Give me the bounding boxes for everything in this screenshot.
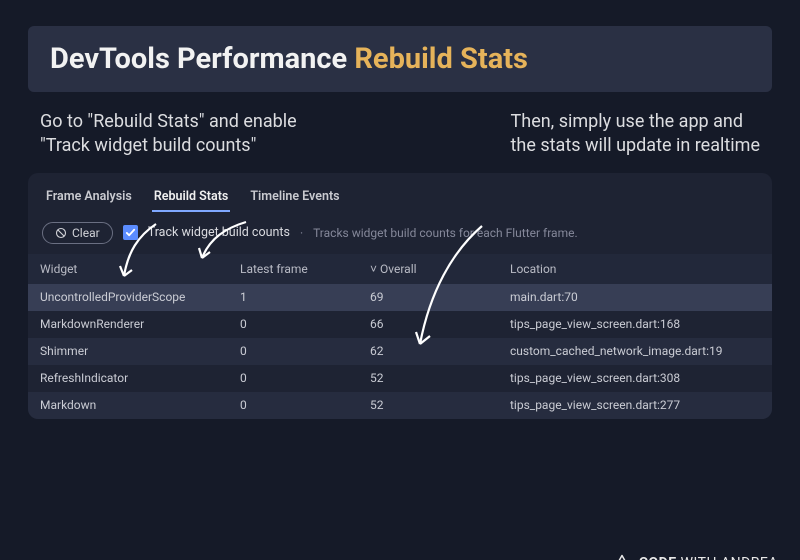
table-row[interactable]: MarkdownRenderer066tips_page_view_screen…	[28, 311, 772, 338]
col-latest-frame[interactable]: Latest frame	[228, 254, 358, 284]
col-location[interactable]: Location	[498, 254, 772, 284]
track-checkbox[interactable]	[123, 225, 138, 240]
cell-overall: 66	[358, 317, 498, 331]
cell-latest: 0	[228, 317, 358, 331]
controls-row: Clear Track widget build counts · Tracks…	[28, 212, 772, 254]
tab-frame-analysis[interactable]: Frame Analysis	[44, 183, 134, 212]
brand-logo-icon	[613, 554, 631, 560]
title-part-2: Rebuild Stats	[354, 42, 528, 76]
cell-overall: 62	[358, 344, 498, 358]
table-row[interactable]: Markdown052tips_page_view_screen.dart:27…	[28, 392, 772, 419]
cell-location: tips_page_view_screen.dart:168	[498, 317, 772, 331]
cell-latest: 1	[228, 290, 358, 304]
table-row[interactable]: RefreshIndicator052tips_page_view_screen…	[28, 365, 772, 392]
track-checkbox-label: Track widget build counts	[148, 225, 290, 240]
cell-widget: Markdown	[28, 398, 228, 412]
cell-latest: 0	[228, 398, 358, 412]
tab-timeline-events[interactable]: Timeline Events	[248, 183, 341, 212]
table-row[interactable]: Shimmer062custom_cached_network_image.da…	[28, 338, 772, 365]
track-checkbox-desc: Tracks widget build counts for each Flut…	[313, 226, 578, 240]
col-overall[interactable]: Overall	[358, 254, 498, 284]
col-widget[interactable]: Widget	[28, 254, 228, 284]
cell-location: tips_page_view_screen.dart:277	[498, 398, 772, 412]
tab-rebuild-stats[interactable]: Rebuild Stats	[152, 183, 230, 212]
cell-widget: MarkdownRenderer	[28, 317, 228, 331]
cell-overall: 52	[358, 398, 498, 412]
caption-right: Then, simply use the app and the stats w…	[511, 110, 760, 159]
check-icon	[125, 227, 136, 238]
rebuild-table: Widget Latest frame Overall Location Unc…	[28, 254, 772, 419]
cell-location: tips_page_view_screen.dart:308	[498, 371, 772, 385]
footer-brand: CODE WITH ANDREA	[613, 554, 778, 560]
cell-widget: Shimmer	[28, 344, 228, 358]
cell-widget: UncontrolledProviderScope	[28, 290, 228, 304]
caption-left: Go to "Rebuild Stats" and enable "Track …	[40, 110, 297, 159]
brand-bold: CODE	[639, 555, 677, 560]
tabs: Frame Analysis Rebuild Stats Timeline Ev…	[28, 173, 772, 212]
captions: Go to "Rebuild Stats" and enable "Track …	[40, 110, 760, 159]
clear-button[interactable]: Clear	[42, 222, 113, 244]
cell-latest: 0	[228, 371, 358, 385]
brand-thin: WITH ANDREA	[677, 555, 778, 560]
cell-location: custom_cached_network_image.dart:19	[498, 344, 772, 358]
title-bar: DevTools Performance Rebuild Stats	[28, 26, 772, 92]
table-body: UncontrolledProviderScope169main.dart:70…	[28, 284, 772, 419]
table-header: Widget Latest frame Overall Location	[28, 254, 772, 284]
cell-location: main.dart:70	[498, 290, 772, 304]
cell-widget: RefreshIndicator	[28, 371, 228, 385]
title-part-1: DevTools Performance	[50, 42, 354, 76]
ban-icon	[55, 227, 67, 239]
cell-overall: 52	[358, 371, 498, 385]
table-row[interactable]: UncontrolledProviderScope169main.dart:70	[28, 284, 772, 311]
devtools-panel: Frame Analysis Rebuild Stats Timeline Ev…	[28, 173, 772, 419]
clear-button-label: Clear	[72, 226, 100, 240]
separator-dot: ·	[300, 226, 303, 240]
cell-overall: 69	[358, 290, 498, 304]
cell-latest: 0	[228, 344, 358, 358]
